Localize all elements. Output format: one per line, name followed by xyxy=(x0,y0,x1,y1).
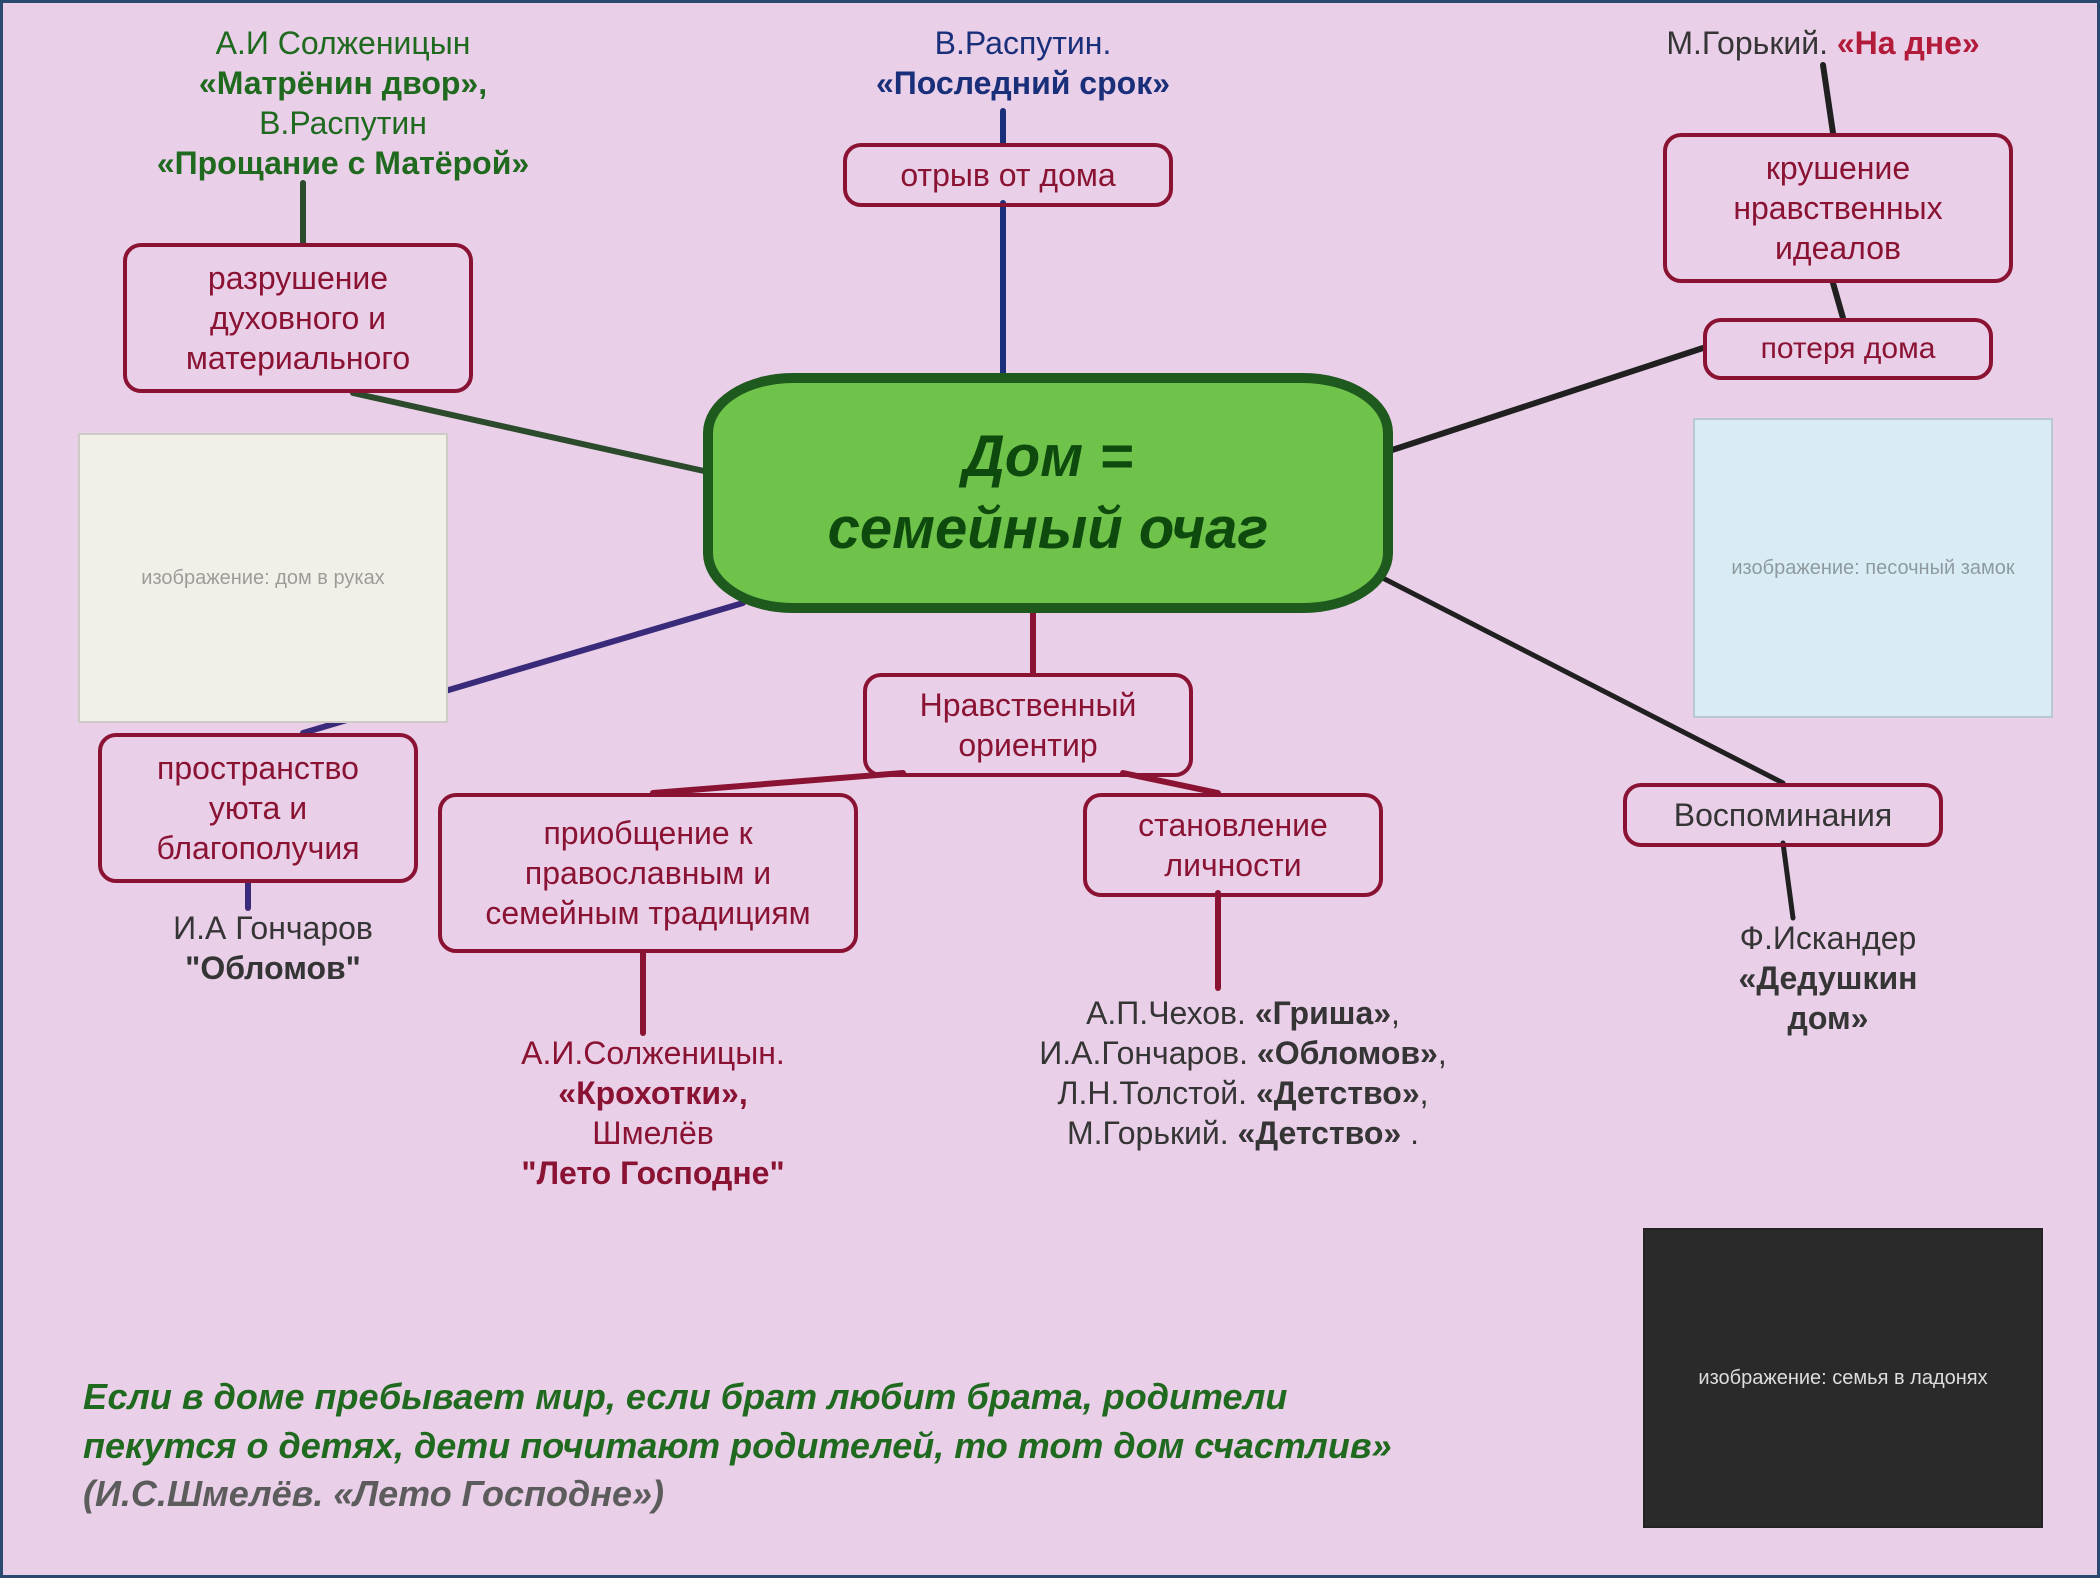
ref-line: М.Горький. «Детство» . xyxy=(963,1113,1523,1153)
ref-line: И.А Гончаров xyxy=(113,908,433,948)
ref-solzh_shmelev: А.И.Солженицын.«Крохотки»,Шмелёв"Лето Го… xyxy=(443,1033,863,1193)
ref-seg: М.Горький. xyxy=(1067,1115,1238,1151)
connector-line xyxy=(1783,843,1793,918)
ref-seg: Л.Н.Толстой. xyxy=(1057,1075,1255,1111)
ref-line: "Лето Господне" xyxy=(443,1153,863,1193)
ref-line: Ф.Искандер xyxy=(1653,918,2003,958)
diagram-canvas: изображение: дом в руках изображение: пес… xyxy=(0,0,2100,1578)
bubble-text: отрыв от дома xyxy=(900,155,1115,195)
ref-line: В.Распутин xyxy=(103,103,583,143)
image-label: изображение: дом в руках xyxy=(141,567,384,590)
ref-line: дом» xyxy=(1653,998,2003,1038)
central-line2: семейный очаг xyxy=(828,493,1269,566)
bubble-text: Воспоминания xyxy=(1674,795,1892,835)
ref-line: А.П.Чехов. «Гриша», xyxy=(963,993,1523,1033)
bubble-otryv: отрыв от дома xyxy=(843,143,1173,207)
quote-seg: (И.С.Шмелёв. «Лето Господне») xyxy=(83,1473,664,1514)
bubble-poterya: потеря дома xyxy=(1703,318,1993,380)
ref-top_left: А.И Солженицын«Матрёнин двор»,В.Распутин… xyxy=(103,23,583,183)
central-node: Дом =семейный очаг xyxy=(703,373,1393,613)
bubble-stanovlenie: становление личности xyxy=(1083,793,1383,897)
ref-seg: , xyxy=(1420,1075,1429,1111)
ref-line: «Крохотки», xyxy=(443,1073,863,1113)
connector-line xyxy=(653,773,903,793)
ref-seg: М.Горький. xyxy=(1666,25,1837,61)
ref-top_center: В.Распутин.«Последний срок» xyxy=(813,23,1233,103)
bubble-text: крушение нравственных идеалов xyxy=(1685,148,1991,268)
ref-line: А.И Солженицын xyxy=(103,23,583,63)
connector-line xyxy=(1833,283,1843,318)
ref-seg: , xyxy=(1438,1035,1447,1071)
ref-line: "Обломов" xyxy=(113,948,433,988)
ref-line: Л.Н.Толстой. «Детство», xyxy=(963,1073,1523,1113)
bubble-text: разрушение духовного и материального xyxy=(145,258,451,378)
bubble-text: потеря дома xyxy=(1761,330,1936,368)
ref-seg: . xyxy=(1401,1115,1419,1151)
image-house_in_hands: изображение: дом в руках xyxy=(78,433,448,723)
ref-line: «Дедушкин xyxy=(1653,958,2003,998)
ref-seg: И.А.Гончаров. xyxy=(1039,1035,1257,1071)
ref-seg: «Обломов» xyxy=(1257,1035,1438,1071)
ref-top_right: М.Горький. «На дне» xyxy=(1583,23,2063,63)
bubble-krushenie: крушение нравственных идеалов xyxy=(1663,133,2013,283)
ref-seg: «Детство» xyxy=(1256,1075,1420,1111)
bubble-vospom: Воспоминания xyxy=(1623,783,1943,847)
bubble-text: становление личности xyxy=(1105,805,1361,885)
ref-stanovlenie_refs: А.П.Чехов. «Гриша»,И.А.Гончаров. «Обломо… xyxy=(963,993,1523,1153)
ref-line: М.Горький. «На дне» xyxy=(1583,23,2063,63)
image-sand_castle: изображение: песочный замок xyxy=(1693,418,2053,718)
ref-line: В.Распутин. xyxy=(813,23,1233,63)
connector-line xyxy=(1383,348,1703,453)
bubble-nrav_orient: Нравственный ориентир xyxy=(863,673,1193,777)
bubble-text: пространство уюта и благополучия xyxy=(120,748,396,868)
ref-line: «Последний срок» xyxy=(813,63,1233,103)
bubble-text: приобщение к православным и семейным тра… xyxy=(460,813,836,933)
bubble-razrushenie: разрушение духовного и материального xyxy=(123,243,473,393)
ref-line: А.И.Солженицын. xyxy=(443,1033,863,1073)
ref-seg: А.П.Чехов. xyxy=(1086,995,1255,1031)
ref-line: «Матрёнин двор», xyxy=(103,63,583,103)
central-text: Дом =семейный очаг xyxy=(828,421,1269,566)
ref-seg: «Детство» xyxy=(1238,1115,1402,1151)
ref-iskander: Ф.Искандер«Дедушкиндом» xyxy=(1653,918,2003,1038)
ref-seg: «Гриша» xyxy=(1255,995,1391,1031)
ref-goncharov: И.А Гончаров"Обломов" xyxy=(113,908,433,988)
ref-line: И.А.Гончаров. «Обломов», xyxy=(963,1033,1523,1073)
ref-seg: «На дне» xyxy=(1837,25,1980,61)
ref-seg: , xyxy=(1391,995,1400,1031)
bubble-prostranstvo: пространство уюта и благополучия xyxy=(98,733,418,883)
bottom-quote: Если в доме пребывает мир, если брат люб… xyxy=(83,1373,1433,1519)
bubble-priobshchenie: приобщение к православным и семейным тра… xyxy=(438,793,858,953)
ref-line: Шмелёв xyxy=(443,1113,863,1153)
bubble-text: Нравственный ориентир xyxy=(885,685,1171,765)
image-label: изображение: семья в ладонях xyxy=(1698,1367,1987,1390)
connector-line xyxy=(1823,65,1833,133)
ref-line: «Прощание с Матёрой» xyxy=(103,143,583,183)
image-family_in_hands: изображение: семья в ладонях xyxy=(1643,1228,2043,1528)
quote-seg: Если в доме пребывает мир, если брат люб… xyxy=(83,1376,1392,1466)
central-line1: Дом = xyxy=(828,421,1269,494)
image-label: изображение: песочный замок xyxy=(1731,557,2014,580)
